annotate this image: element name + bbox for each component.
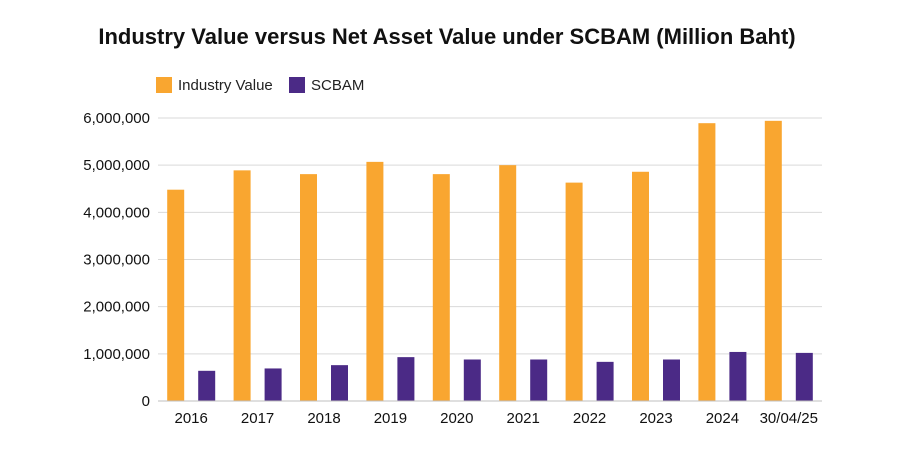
chart-title: Industry Value versus Net Asset Value un… (98, 24, 795, 49)
legend-swatch-industry-value (156, 77, 172, 93)
x-tick-label: 2024 (706, 410, 739, 427)
x-tick-label: 2021 (507, 410, 540, 427)
bar-scbam (397, 357, 415, 401)
legend-item-scbam: SCBAM (289, 77, 364, 94)
bar-scbam (729, 351, 747, 401)
bar-scbam (663, 359, 680, 401)
bar-industry-value (499, 165, 517, 401)
bar-scbam (264, 368, 282, 401)
y-tick-label: 1,000,000 (83, 346, 150, 363)
y-tick-label: 0 (142, 393, 150, 410)
x-tick-label: 2017 (241, 410, 274, 427)
x-tick-label: 2018 (307, 410, 340, 427)
bar-scbam (795, 352, 813, 401)
legend: Industry Value SCBAM (156, 77, 364, 94)
x-tick-label: 30/04/25 (760, 410, 818, 427)
y-tick-label: 6,000,000 (83, 110, 150, 127)
x-tick-label: 2023 (639, 410, 672, 427)
x-tick-label: 2020 (440, 410, 473, 427)
bars (167, 120, 813, 402)
y-tick-label: 3,000,000 (83, 252, 150, 269)
x-tick-label: 2019 (374, 410, 407, 427)
bar-scbam (530, 359, 548, 401)
bar-industry-value (366, 161, 384, 401)
bar-industry-value (565, 182, 583, 401)
x-tick-label: 2016 (175, 410, 208, 427)
x-tick-label: 2022 (573, 410, 606, 427)
y-tick-label: 5,000,000 (83, 157, 150, 174)
bar-scbam (331, 365, 348, 401)
x-axis-ticks: 2016 2017 2018 2019 2020 2021 2022 2023 2024 30/0… (175, 410, 818, 427)
bar-industry-value (300, 174, 317, 401)
legend-swatch-scbam (289, 77, 305, 93)
bar-industry-value (632, 171, 649, 401)
legend-label-scbam: SCBAM (311, 77, 364, 94)
y-axis-ticks: 0 1,000,000 2,000,000 3,000,000 4,000,000 5,0… (83, 110, 150, 410)
y-tick-label: 4,000,000 (83, 204, 150, 221)
bar-industry-value (167, 189, 185, 401)
bar-industry-value (432, 174, 450, 401)
bar-industry-value (764, 120, 782, 401)
legend-label-industry-value: Industry Value (178, 77, 273, 94)
bar-industry-value (698, 123, 716, 402)
bar-scbam (198, 370, 216, 401)
gridlines (158, 117, 822, 355)
bar-industry-value (233, 170, 251, 401)
bar-scbam (596, 361, 614, 401)
bar-scbam (463, 359, 481, 401)
y-tick-label: 2,000,000 (83, 299, 150, 316)
legend-item-industry-value: Industry Value (156, 77, 273, 94)
